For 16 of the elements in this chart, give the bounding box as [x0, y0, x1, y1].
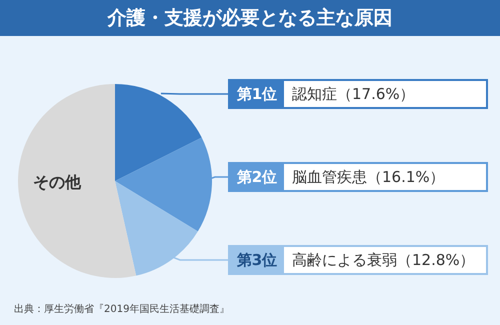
- slice-label: その他: [32, 172, 82, 192]
- source-note: 出典：厚生労働省『2019年国民生活基礎調査』: [14, 302, 230, 316]
- legend-label: 高齢による衰弱: [292, 250, 397, 268]
- pie-slice: [18, 84, 136, 278]
- legend-label: 認知症: [292, 84, 337, 102]
- data-label: （12.8%）: [397, 250, 475, 268]
- data-label: （17.6%）: [337, 84, 415, 102]
- text: 第1位: [236, 84, 278, 102]
- chart-title: 介護・支援が必要となる主な原因: [0, 0, 500, 36]
- data-label: （16.1%）: [367, 168, 445, 186]
- pie-slice: [115, 138, 212, 232]
- text: 第2位: [236, 168, 278, 186]
- pie-slice: [115, 84, 202, 181]
- text: 第3位: [236, 250, 278, 268]
- legend-label: 脳血管疾患: [292, 168, 367, 186]
- pie-slice: [115, 181, 198, 276]
